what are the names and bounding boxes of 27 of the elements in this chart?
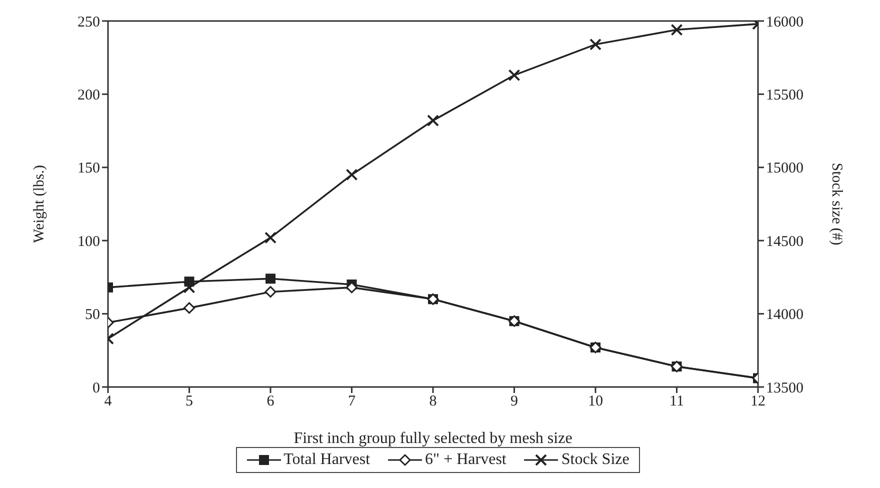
y-axis-title: Weight (lbs.) xyxy=(31,165,48,243)
x-tick-label: 6 xyxy=(266,394,275,410)
x-axis-title: First inch group fully selected by mesh size xyxy=(294,430,572,447)
x-tick-label: 5 xyxy=(186,394,193,410)
legend-label: 6" + Harvest xyxy=(424,451,506,469)
y2-tick-label: 14500 xyxy=(766,234,804,250)
y-tick-label: 100 xyxy=(78,234,100,250)
legend-label: Total Harvest xyxy=(282,451,370,469)
y-tick-label: 250 xyxy=(78,14,100,30)
x-tick-label: 7 xyxy=(348,394,356,410)
y-tick-label: 0 xyxy=(92,380,100,396)
x-tick-label: 9 xyxy=(510,394,518,410)
x-tick-label: 11 xyxy=(670,394,684,410)
y2-tick-label: 14000 xyxy=(766,307,804,324)
y2-tick-label: 15500 xyxy=(766,88,804,104)
y2-tick-label: 16000 xyxy=(766,14,804,30)
x-tick-label: 4 xyxy=(104,394,112,410)
y-tick-label: 150 xyxy=(78,160,100,177)
x-tick-label: 10 xyxy=(588,394,603,410)
y2-axis-title: Stock size (#) xyxy=(828,162,845,246)
y-tick-label: 50 xyxy=(85,307,100,324)
x-tick-label: 8 xyxy=(429,394,437,410)
x-tick-label: 12 xyxy=(750,394,766,410)
y-tick-label: 200 xyxy=(78,88,100,104)
legend-label: Stock Size xyxy=(560,451,630,469)
y2-tick-label: 15000 xyxy=(766,160,804,177)
y2-tick-label: 13500 xyxy=(766,380,804,396)
